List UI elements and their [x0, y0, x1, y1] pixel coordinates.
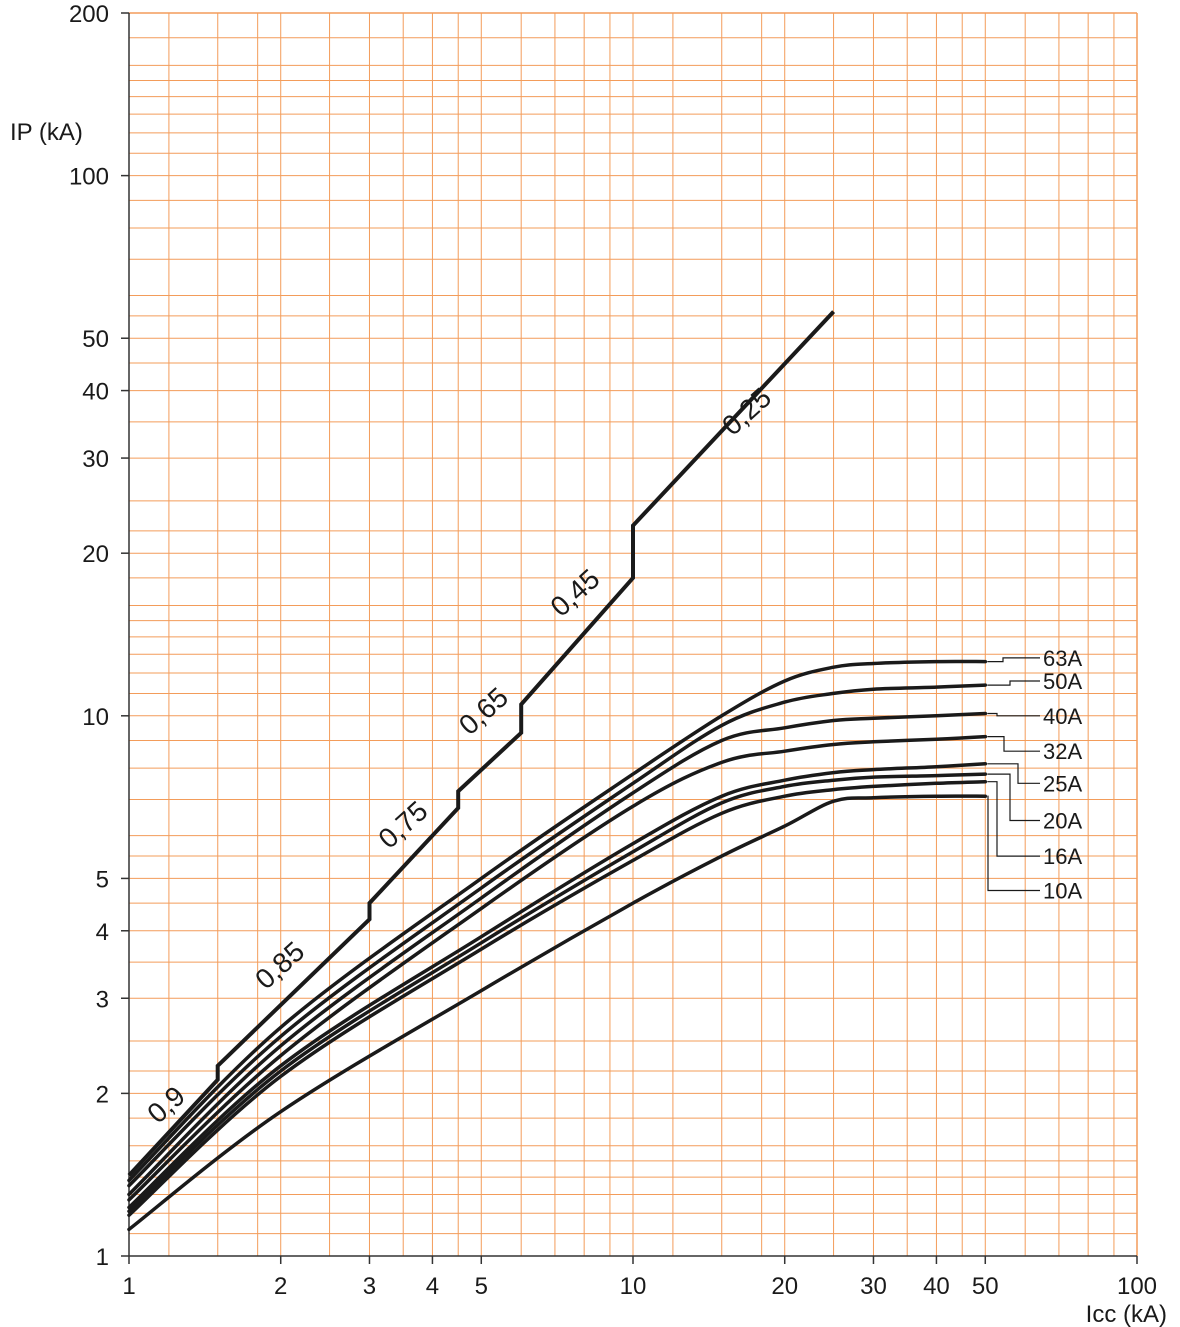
leader-line-63A [987, 657, 1040, 663]
series-label-25A: 25A [1043, 771, 1082, 796]
leader-line-16A [987, 781, 1040, 857]
y-tick-label: 50 [82, 326, 109, 353]
series-label-20A: 20A [1043, 809, 1082, 834]
leader-line-40A [987, 712, 1040, 717]
series-label-32A: 32A [1043, 739, 1082, 764]
x-tick-label: 5 [475, 1273, 488, 1300]
y-tick-label: 3 [96, 986, 109, 1013]
curve-63A [127, 659, 988, 1183]
series-label-40A: 40A [1043, 704, 1082, 729]
series-label-10A: 10A [1043, 878, 1082, 903]
x-tick-label: 2 [274, 1273, 287, 1300]
power-factor-curve [127, 310, 836, 1177]
x-tick-label: 3 [363, 1273, 376, 1300]
y-tick-label: 2 [96, 1081, 109, 1108]
y-tick-label: 40 [82, 379, 109, 406]
y-tick-label: 200 [69, 1, 109, 28]
series-label-63A: 63A [1043, 646, 1082, 671]
power-factor-label: 0,45 [544, 563, 605, 623]
leader-line-20A [987, 773, 1040, 822]
leader-line-10A [987, 795, 1040, 892]
curve-32A [127, 734, 988, 1202]
grid [128, 12, 1138, 1257]
y-axis-label: IP (kA) [10, 119, 83, 146]
leader-line-25A [987, 763, 1040, 784]
curve-40A [127, 711, 988, 1197]
curve-10A [127, 794, 988, 1232]
y-tick-label: 4 [96, 919, 109, 946]
curve-25A [127, 762, 988, 1210]
leader-line-32A [987, 735, 1040, 752]
y-tick-label: 5 [96, 866, 109, 893]
x-tick-label: 100 [1117, 1273, 1157, 1300]
curve-20A [127, 772, 988, 1214]
x-axis-label: Icc (kA) [1086, 1301, 1167, 1327]
axes: 1 2 3 4 5 10 20 30 40 50 100 1 2 3 4 5 10 20 30 40 50 100 200 [69, 1, 1157, 1300]
x-tick-label: 20 [771, 1273, 798, 1300]
leader-line-50A [987, 680, 1040, 686]
power-factor-label: 0,65 [453, 681, 514, 741]
x-tick-label: 1 [122, 1273, 135, 1300]
x-tick-label: 50 [972, 1273, 999, 1300]
y-tick-label: 30 [82, 446, 109, 473]
y-tick-label: 1 [96, 1244, 109, 1271]
x-tick-label: 4 [426, 1273, 439, 1300]
curves [127, 310, 988, 1232]
y-tick-label: 10 [82, 704, 109, 731]
x-tick-label: 10 [620, 1273, 647, 1300]
curve-16A [127, 779, 988, 1217]
labels: 0,90,850,750,650,450,2563A50A40A32A25A20… [141, 382, 1082, 1129]
x-tick-label: 40 [923, 1273, 950, 1300]
y-tick-label: 20 [82, 541, 109, 568]
y-tick-label: 100 [69, 164, 109, 191]
series-label-50A: 50A [1043, 669, 1082, 694]
series-label-16A: 16A [1043, 844, 1082, 869]
x-tick-label: 30 [860, 1273, 887, 1300]
curve-50A [127, 683, 988, 1188]
